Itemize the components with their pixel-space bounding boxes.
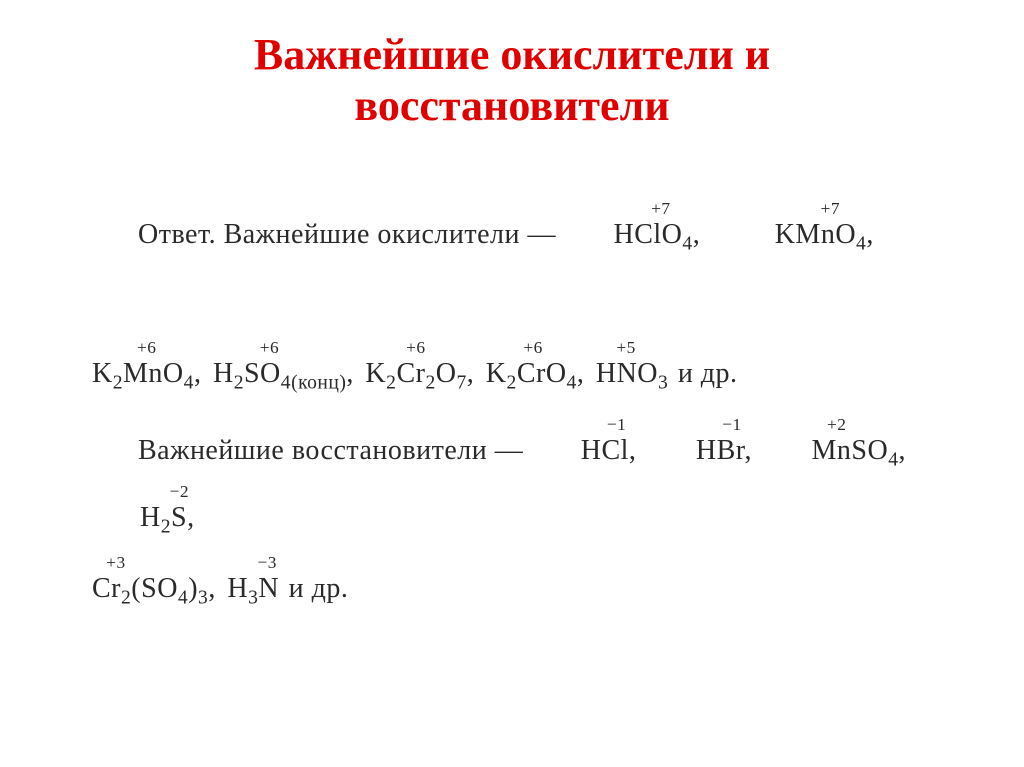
oxidation-state: −2	[104, 471, 207, 513]
title-line-1: Важнейшие окислители и	[254, 30, 770, 79]
answer-label: Ответ.	[138, 219, 216, 250]
formula-h3n: −3 H3N	[227, 555, 279, 622]
etc-label: и др.	[678, 358, 738, 389]
reducers-paragraph: Важнейшие восстановители — −1 HCl, −1 HB…	[90, 417, 934, 551]
oxidizers-paragraph: Ответ. Важнейшие окислители — +7 HClO4, …	[90, 201, 934, 335]
oxidation-state: +6	[484, 327, 583, 369]
formula-cr2so43: +3 Cr2(SO4)3,	[92, 555, 216, 622]
oxidizers-line-2: +6 K2MnO4, +6 H2SO4(конц), +6 K2Cr2O7, +…	[90, 340, 934, 407]
oxidation-state: +3	[54, 542, 178, 584]
oxidizers-label: Важнейшие окислители —	[224, 219, 556, 250]
formula-k2mno4: +6 K2MnO4,	[92, 340, 201, 407]
formula-k2cr2o7: +6 K2Cr2O7,	[365, 340, 474, 407]
formula-h2so4: +6 H2SO4(конц),	[213, 340, 354, 407]
formula-k2cro4: +6 K2CrO4,	[486, 340, 585, 407]
slide-title: Важнейшие окислители и восстановители	[60, 30, 964, 131]
reducers-label: Важнейшие восстановители —	[138, 435, 523, 466]
oxidation-state: −1	[541, 404, 645, 446]
oxidation-state: −3	[241, 542, 293, 584]
title-line-2: восстановители	[354, 81, 669, 130]
oxidation-state: +2	[742, 404, 885, 446]
oxidation-state: +7	[733, 188, 880, 230]
oxidation-state: +5	[590, 327, 662, 369]
slide-content: Ответ. Важнейшие окислители — +7 HClO4, …	[60, 201, 964, 622]
oxidation-state: +7	[570, 188, 705, 230]
oxidation-state: +6	[92, 327, 201, 369]
formula-mnso4: +2 MnSO4,	[764, 417, 907, 484]
formula-kmno4: +7 KMnO4,	[727, 201, 874, 268]
formula-hcl: −1 HCl,	[533, 417, 637, 484]
formula-hbr: −1 HBr,	[648, 417, 752, 484]
formula-hno3: +5 HNO3	[596, 340, 668, 407]
oxidation-state: +6	[361, 327, 470, 369]
formula-hclo4: +7 HClO4,	[566, 201, 701, 268]
formula-h2s: −2 H2S,	[92, 484, 195, 551]
slide: Важнейшие окислители и восстановители От…	[0, 0, 1024, 767]
reducers-line-2: +3 Cr2(SO4)3, −3 H3N и др.	[90, 555, 934, 622]
etc-label: и др.	[289, 573, 349, 604]
oxidation-state: +6	[199, 327, 340, 369]
